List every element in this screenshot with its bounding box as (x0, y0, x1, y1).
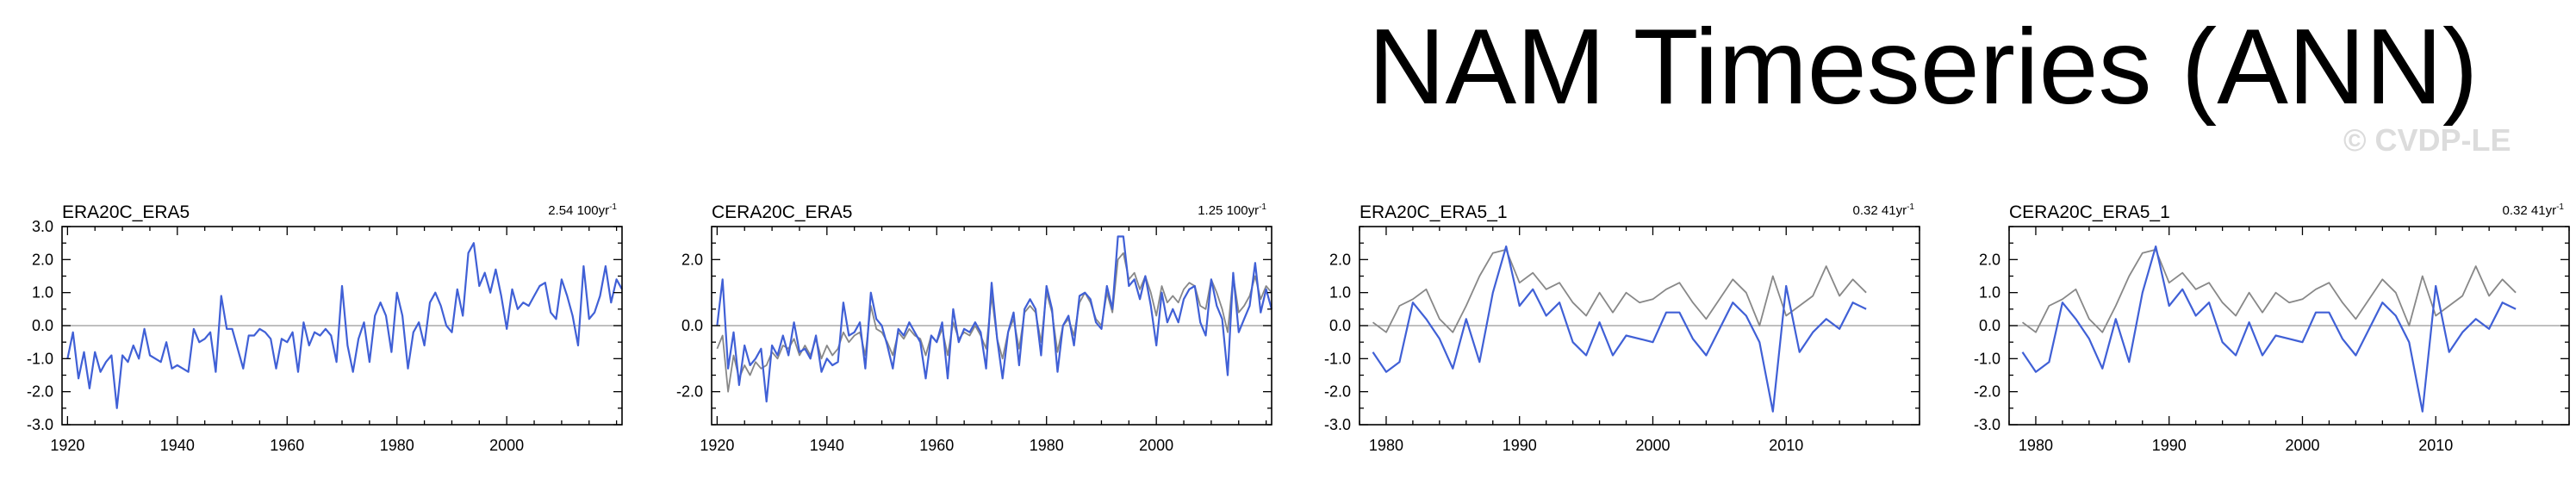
x-tick-label: 1960 (919, 437, 954, 454)
y-tick-label: -2.0 (27, 383, 53, 401)
x-tick-label: 1940 (160, 437, 195, 454)
y-tick-label: -2.0 (676, 383, 703, 401)
y-tick-label: -3.0 (1974, 416, 2000, 433)
trend-label-superscript: -1 (1259, 202, 1266, 212)
x-tick-label: 2010 (1769, 437, 1803, 454)
y-tick-label: 2.0 (32, 251, 53, 268)
chart-title: CERA20C_ERA5 (712, 202, 852, 222)
y-tick-label: 2.0 (681, 251, 703, 268)
chart-panel-1: ERA20C_ERA5 2.54 100yr-1 1920 1940 1960 1980 2… (27, 202, 623, 454)
trend-label: 0.32 41yr-1 (2503, 202, 2565, 218)
chart-panel-3: ERA20C_ERA5_1 0.32 41yr-1 1980 1990 2000 2010… (1324, 202, 1920, 454)
trend-label-superscript: -1 (2556, 202, 2564, 212)
y-tick-label: 1.0 (32, 284, 53, 302)
chart-title: ERA20C_ERA5_1 (1360, 202, 1508, 222)
y-tick-label: 1.0 (1979, 284, 2000, 302)
trend-label: 2.54 100yr-1 (548, 202, 617, 218)
y-tick-label: -1.0 (27, 350, 53, 367)
x-tick-label: 2000 (1139, 437, 1173, 454)
x-tick-label: 2000 (2285, 437, 2319, 454)
chart-title: CERA20C_ERA5_1 (2009, 202, 2170, 222)
y-tick-label: 2.0 (1329, 251, 1351, 268)
trend-label-superscript: -1 (1907, 202, 1914, 212)
chart-panel-4: CERA20C_ERA5_1 0.32 41yr-1 1980 1990 2000 201… (1974, 202, 2570, 454)
page-title: NAM Timeseries (ANN) (1368, 8, 2479, 127)
trend-label: 1.25 100yr-1 (1198, 202, 1266, 218)
chart-panel-2: CERA20C_ERA5 1.25 100yr-1 1920 1940 1960 1980… (676, 202, 1273, 454)
x-tick-label: 1920 (700, 437, 734, 454)
y-tick-label: 3.0 (32, 218, 53, 235)
x-tick-label: 1980 (1030, 437, 1064, 454)
x-tick-label: 2000 (1635, 437, 1670, 454)
y-tick-label: 1.0 (1329, 284, 1351, 302)
y-tick-label: -2.0 (1324, 383, 1351, 401)
y-tick-label: -1.0 (1324, 350, 1351, 367)
chart-title: ERA20C_ERA5 (62, 202, 190, 222)
watermark-logo: © CVDP-LE (2343, 122, 2511, 158)
x-tick-label: 1990 (2152, 437, 2187, 454)
y-tick-label: 0.0 (32, 317, 53, 334)
series-line-primary (66, 242, 623, 409)
y-tick-label: 2.0 (1979, 251, 2000, 268)
series-line-primary (1372, 245, 1867, 413)
x-tick-label: 1980 (1369, 437, 1403, 454)
series-line-primary (2021, 245, 2517, 413)
series-line-primary (716, 235, 1273, 403)
y-tick-label: -3.0 (27, 416, 53, 433)
x-tick-label: 2010 (2418, 437, 2453, 454)
x-tick-label: 2000 (489, 437, 524, 454)
y-tick-label: 0.0 (1329, 317, 1351, 334)
y-tick-label: -2.0 (1974, 383, 2000, 401)
y-tick-label: -1.0 (1974, 350, 2000, 367)
x-tick-label: 1980 (380, 437, 414, 454)
y-tick-label: -3.0 (1324, 416, 1351, 433)
x-tick-label: 1940 (810, 437, 844, 454)
x-tick-label: 1920 (50, 437, 84, 454)
trend-label: 0.32 41yr-1 (1853, 202, 1915, 218)
x-tick-label: 1990 (1503, 437, 1537, 454)
trend-label-superscript: -1 (609, 202, 617, 212)
y-tick-label: 0.0 (681, 317, 703, 334)
x-tick-label: 1980 (2019, 437, 2053, 454)
y-tick-label: 0.0 (1979, 317, 2000, 334)
series-line-secondary (716, 252, 1272, 393)
x-tick-label: 1960 (270, 437, 304, 454)
